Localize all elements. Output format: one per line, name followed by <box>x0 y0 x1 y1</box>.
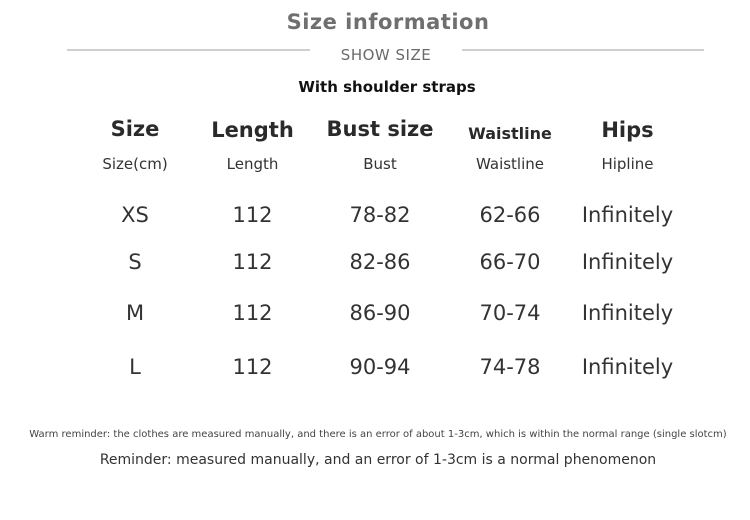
cell-waistline: 70-74 <box>479 301 541 325</box>
cell-length: 112 <box>232 355 273 379</box>
divider-right <box>462 49 704 51</box>
section-subtitle: SHOW SIZE <box>340 46 432 64</box>
cell-hips: Infinitely <box>581 250 674 274</box>
variant-label: With shoulder straps <box>298 78 476 96</box>
cell-hips: Infinitely <box>581 355 674 379</box>
cell-length: 112 <box>232 203 273 227</box>
divider-left <box>67 49 310 51</box>
cell-hips: Infinitely <box>581 203 674 227</box>
subheader-bust: Bust <box>363 155 397 173</box>
cell-bust: 78-82 <box>349 203 411 227</box>
header-bust: Bust size <box>326 117 434 141</box>
header-hips: Hips <box>601 118 654 142</box>
cell-waistline: 62-66 <box>479 203 541 227</box>
cell-waistline: 74-78 <box>479 355 541 379</box>
subheader-waistline: Waistline <box>476 155 544 173</box>
subheader-length: Length <box>226 155 279 173</box>
cell-waistline: 66-70 <box>479 250 541 274</box>
cell-length: 112 <box>232 301 273 325</box>
subheader-size: Size(cm) <box>102 155 168 173</box>
cell-size: S <box>128 250 142 274</box>
cell-length: 112 <box>232 250 273 274</box>
cell-size: XS <box>121 203 149 227</box>
reminder-note: Reminder: measured manually, and an erro… <box>99 452 657 468</box>
cell-bust: 90-94 <box>349 355 411 379</box>
warm-reminder-note: Warm reminder: the clothes are measured … <box>29 429 727 440</box>
cell-hips: Infinitely <box>581 301 674 325</box>
header-length: Length <box>211 118 294 142</box>
header-size: Size <box>110 117 160 141</box>
size-info-title: Size information <box>286 10 490 34</box>
cell-bust: 86-90 <box>349 301 411 325</box>
subheader-hips: Hipline <box>601 155 654 173</box>
cell-size: M <box>125 301 145 325</box>
cell-bust: 82-86 <box>349 250 411 274</box>
header-waistline: Waistline <box>468 124 552 143</box>
cell-size: L <box>129 355 141 379</box>
